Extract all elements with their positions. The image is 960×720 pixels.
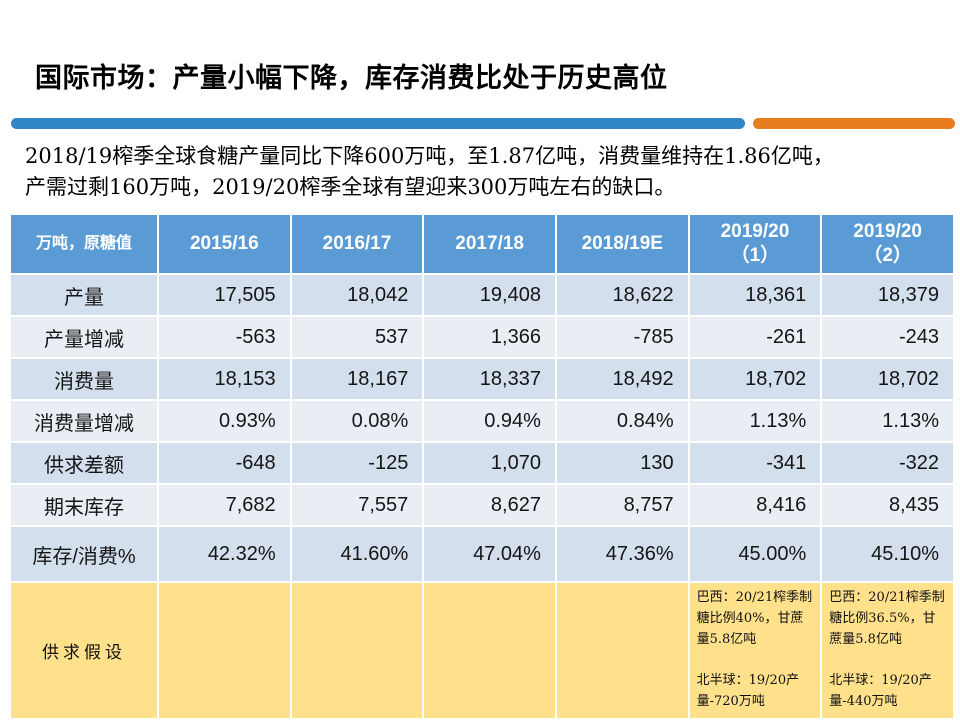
- cell-value: 18,153: [159, 359, 290, 399]
- cell-value: 45.00%: [689, 527, 821, 581]
- cell-value: -785: [556, 317, 688, 357]
- cell-value: 7,557: [291, 485, 423, 525]
- table-row-production-change: 产量增减 -563 537 1,366 -785 -261 -243: [11, 317, 953, 357]
- row-label: 供求差额: [11, 443, 157, 483]
- assumption-scenario-1: 巴西：20/21榨季制糖比例40%，甘蔗量5.8亿吨 北半球：19/20产量-7…: [689, 583, 821, 718]
- cell-value: 8,435: [822, 485, 953, 525]
- row-label: 消费量增减: [11, 401, 157, 441]
- cell-value: 8,757: [556, 485, 688, 525]
- cell-value: 0.08%: [291, 401, 423, 441]
- cell-value: 1.13%: [822, 401, 953, 441]
- col-header: 2019/20 （1）: [689, 215, 821, 273]
- cell-value: 18,167: [291, 359, 423, 399]
- cell-value: 18,622: [556, 275, 688, 315]
- cell-value: -322: [822, 443, 953, 483]
- cell-value: 1,366: [424, 317, 555, 357]
- page-title: 国际市场：产量小幅下降，库存消费比处于历史高位: [35, 63, 668, 93]
- accent-bar-orange: [753, 118, 955, 129]
- assumption-scenario-2: 巴西：20/21榨季制糖比例36.5%，甘蔗量5.8亿吨 北半球：19/20产量…: [822, 583, 953, 718]
- cell-value: 0.94%: [424, 401, 555, 441]
- assumption-cell-empty: [159, 583, 290, 718]
- col-header: 2016/17: [291, 215, 423, 273]
- table-row-production: 产量 17,505 18,042 19,408 18,622 18,361 18…: [11, 275, 953, 315]
- unit-label-cell: 万吨，原糖值: [11, 215, 157, 273]
- row-label: 产量: [11, 275, 157, 315]
- row-label: 产量增减: [11, 317, 157, 357]
- cell-value: 7,682: [159, 485, 290, 525]
- table-row-stock-consumption-ratio: 库存/消费% 42.32% 41.60% 47.04% 47.36% 45.00…: [11, 527, 953, 581]
- cell-value: 18,702: [822, 359, 953, 399]
- table-row-ending-stocks: 期末库存 7,682 7,557 8,627 8,757 8,416 8,435: [11, 485, 953, 525]
- cell-value: 18,492: [556, 359, 688, 399]
- assumption-cell-empty: [424, 583, 555, 718]
- col-header: 2019/20 （2）: [822, 215, 953, 273]
- cell-value: 45.10%: [822, 527, 953, 581]
- row-label: 供求假设: [11, 583, 157, 718]
- table-row-consumption: 消费量 18,153 18,167 18,337 18,492 18,702 1…: [11, 359, 953, 399]
- row-label: 库存/消费%: [11, 527, 157, 581]
- cell-value: 17,505: [159, 275, 290, 315]
- cell-value: 41.60%: [291, 527, 423, 581]
- intro-paragraph: 2018/19榨季全球食糖产量同比下降600万吨，至1.87亿吨，消费量维持在1…: [25, 144, 834, 199]
- cell-value: -563: [159, 317, 290, 357]
- cell-value: -243: [822, 317, 953, 357]
- col-header: 2018/19E: [556, 215, 688, 273]
- row-label: 消费量: [11, 359, 157, 399]
- table-row-consumption-change: 消费量增减 0.93% 0.08% 0.94% 0.84% 1.13% 1.13…: [11, 401, 953, 441]
- cell-value: 130: [556, 443, 688, 483]
- sugar-market-table: 万吨，原糖值 2015/16 2016/17 2017/18 2018/19E …: [9, 213, 955, 720]
- table-header-row: 万吨，原糖值 2015/16 2016/17 2017/18 2018/19E …: [11, 215, 953, 273]
- cell-value: 42.32%: [159, 527, 290, 581]
- cell-value: -648: [159, 443, 290, 483]
- cell-value: 8,416: [689, 485, 821, 525]
- accent-bar-blue: [11, 118, 745, 129]
- cell-value: 537: [291, 317, 423, 357]
- cell-value: 18,702: [689, 359, 821, 399]
- row-label: 期末库存: [11, 485, 157, 525]
- col-header: 2015/16: [159, 215, 290, 273]
- cell-value: 8,627: [424, 485, 555, 525]
- cell-value: 19,408: [424, 275, 555, 315]
- table-row-assumptions: 供求假设 巴西：20/21榨季制糖比例40%，甘蔗量5.8亿吨 北半球：19/2…: [11, 583, 953, 718]
- cell-value: 0.84%: [556, 401, 688, 441]
- assumption-cell-empty: [556, 583, 688, 718]
- cell-value: 1,070: [424, 443, 555, 483]
- cell-value: -125: [291, 443, 423, 483]
- cell-value: -341: [689, 443, 821, 483]
- col-header: 2017/18: [424, 215, 555, 273]
- assumption-cell-empty: [291, 583, 423, 718]
- cell-value: 0.93%: [159, 401, 290, 441]
- cell-value: 18,361: [689, 275, 821, 315]
- cell-value: 18,337: [424, 359, 555, 399]
- cell-value: -261: [689, 317, 821, 357]
- cell-value: 47.04%: [424, 527, 555, 581]
- cell-value: 47.36%: [556, 527, 688, 581]
- cell-value: 1.13%: [689, 401, 821, 441]
- table-row-supply-demand-gap: 供求差额 -648 -125 1,070 130 -341 -322: [11, 443, 953, 483]
- cell-value: 18,042: [291, 275, 423, 315]
- cell-value: 18,379: [822, 275, 953, 315]
